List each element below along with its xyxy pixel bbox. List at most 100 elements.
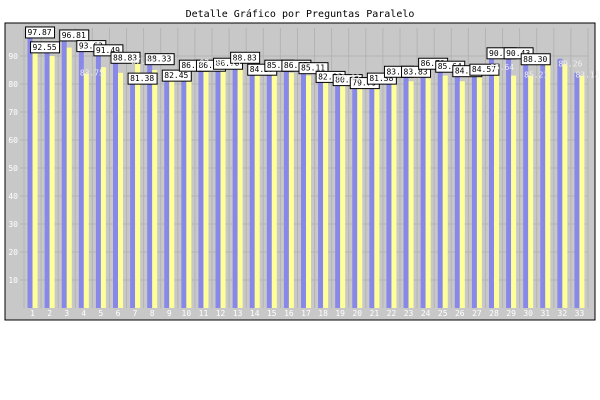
bar-series-a bbox=[489, 54, 494, 308]
data-label: 82.98 bbox=[318, 72, 342, 81]
bar-series-b bbox=[374, 78, 380, 309]
data-label: 87.25 bbox=[217, 59, 241, 68]
bar-series-a bbox=[164, 77, 170, 308]
bar-series-a bbox=[95, 51, 101, 308]
bar-series-b bbox=[340, 78, 346, 309]
data-label: 88.33 bbox=[147, 55, 171, 64]
data-label: 86.70 bbox=[198, 61, 222, 70]
data-label: 81.38 bbox=[369, 74, 393, 83]
y-tick-label: 90 bbox=[8, 52, 18, 61]
y-tick-label: 70 bbox=[8, 108, 18, 117]
bar-series-a bbox=[506, 54, 512, 308]
bar-series-b bbox=[442, 75, 448, 308]
bars bbox=[27, 33, 585, 309]
data-label-box bbox=[161, 69, 192, 82]
data-label: 85.21 bbox=[524, 71, 548, 80]
data-label: 86.70 bbox=[216, 59, 240, 68]
bar-series-b bbox=[220, 63, 226, 309]
data-label-box bbox=[401, 65, 432, 78]
data-label: 83.83 bbox=[404, 67, 428, 76]
data-label: 80.85 bbox=[335, 76, 359, 85]
bar-series-b bbox=[254, 64, 260, 309]
bar-series-b bbox=[169, 75, 175, 308]
x-tick-label: 25 bbox=[438, 309, 448, 318]
y-tick-label: 80 bbox=[8, 80, 18, 89]
bar-series-a bbox=[437, 68, 443, 308]
bar-series-b bbox=[83, 73, 89, 308]
data-label: 85.64 bbox=[438, 62, 462, 71]
bar-series-b bbox=[306, 75, 311, 308]
x-tick-label: 8 bbox=[150, 309, 155, 318]
bar-series-a bbox=[301, 69, 306, 308]
x-tick-label: 33 bbox=[575, 309, 585, 318]
data-label-box bbox=[144, 53, 175, 66]
bar-series-b bbox=[203, 63, 209, 309]
data-label: 84.04 bbox=[455, 67, 479, 76]
x-tick-label: 12 bbox=[216, 309, 226, 318]
bar-series-b bbox=[459, 81, 465, 308]
bar-series-b bbox=[135, 61, 141, 308]
y-tick-label: 10 bbox=[8, 276, 18, 285]
y-tick-label: 30 bbox=[8, 220, 18, 229]
data-labels: 97.8792.5596.8193.6291.4988.8381.3888.33… bbox=[25, 26, 600, 90]
bar-series-a bbox=[352, 84, 358, 308]
data-label-box bbox=[520, 53, 551, 66]
bar-series-a bbox=[471, 71, 477, 308]
bar-series-b bbox=[237, 67, 243, 308]
data-label-box bbox=[298, 62, 329, 75]
x-tick-label: 31 bbox=[540, 309, 550, 318]
bar-series-b bbox=[425, 78, 431, 309]
bar-series-a bbox=[420, 65, 426, 309]
bar-series-b bbox=[562, 64, 568, 309]
bar-series-b bbox=[288, 72, 294, 308]
bar-series-b bbox=[271, 70, 277, 308]
data-label: 83.15 bbox=[575, 71, 599, 80]
data-label: 86.17 bbox=[181, 61, 205, 70]
data-label: 90.43 bbox=[489, 49, 513, 58]
x-tick-label: 1 bbox=[30, 309, 35, 318]
data-label: 88.83 bbox=[233, 53, 257, 62]
data-label: 92.55 bbox=[33, 43, 57, 52]
bar-series-a bbox=[181, 67, 187, 308]
x-tick-label: 21 bbox=[370, 309, 380, 318]
bar-series-b bbox=[528, 75, 534, 308]
bar-series-b bbox=[323, 75, 329, 308]
y-tick-label: 60 bbox=[8, 136, 18, 145]
x-tick-label: 5 bbox=[98, 309, 103, 318]
bar-series-a bbox=[557, 58, 563, 308]
data-label-box bbox=[59, 29, 90, 42]
bar-series-a bbox=[318, 78, 324, 309]
bar-series-a bbox=[574, 72, 580, 308]
bar-series-b bbox=[49, 56, 55, 308]
bar-series-a bbox=[454, 72, 460, 308]
x-tick-label: 28 bbox=[489, 309, 499, 318]
x-tick-label: 16 bbox=[284, 309, 294, 318]
bar-series-b bbox=[579, 75, 585, 308]
data-label: 85.11 bbox=[301, 64, 325, 73]
bar-series-a bbox=[523, 60, 529, 309]
x-tick-label: 9 bbox=[167, 309, 172, 318]
data-label: 86.70 bbox=[421, 59, 445, 68]
bar-series-b bbox=[391, 81, 397, 308]
data-label: 90.43 bbox=[506, 49, 530, 58]
x-tick-label: 27 bbox=[472, 309, 482, 318]
bar-series-a bbox=[335, 81, 341, 309]
bar-series-b bbox=[494, 68, 499, 308]
bar-series-a bbox=[215, 65, 221, 309]
data-label: 89.26 bbox=[558, 59, 582, 68]
x-tick-label: 11 bbox=[199, 309, 209, 318]
x-tick-label: 3 bbox=[64, 309, 69, 318]
data-label: 85.64 bbox=[490, 63, 514, 72]
x-tick-label: 13 bbox=[233, 309, 243, 318]
data-label: 88.82 bbox=[336, 73, 360, 82]
data-label: 85.64 bbox=[267, 61, 291, 70]
x-tick-label: 6 bbox=[116, 309, 121, 318]
data-label-box bbox=[30, 41, 61, 54]
x-tick-label: 10 bbox=[182, 309, 192, 318]
data-label: 84.57 bbox=[250, 65, 274, 74]
x-tick-label: 32 bbox=[558, 309, 568, 318]
data-label: 82.45 bbox=[164, 71, 188, 80]
bar-series-b bbox=[545, 64, 551, 309]
